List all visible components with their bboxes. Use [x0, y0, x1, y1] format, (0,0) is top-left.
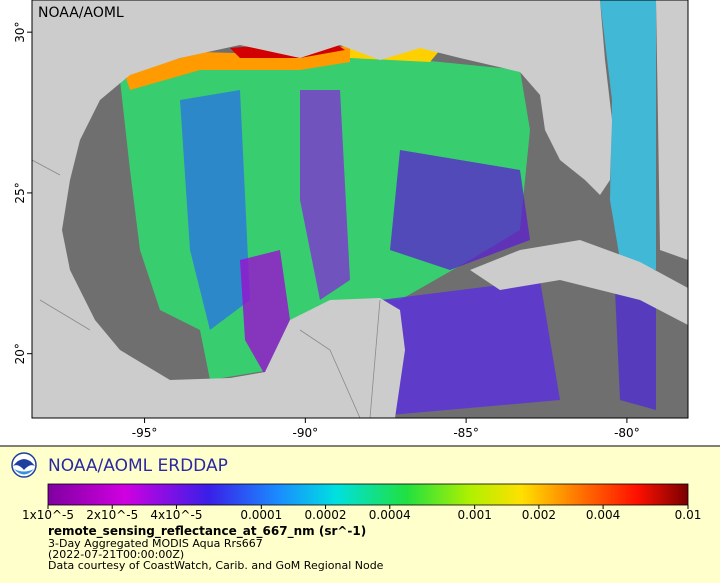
colorbar-tick-label: 0.0001	[240, 508, 282, 522]
colorbar-tick-label: 0.0002	[305, 508, 347, 522]
x-tick-label: -80°	[614, 426, 640, 440]
colorbar-ticks: 1x10^-5 2x10^-5 4x10^-5 0.0001 0.0002 0.0004 0…	[22, 505, 701, 522]
x-tick-label: -85°	[453, 426, 479, 440]
coast-line	[32, 159, 381, 418]
data-field	[300, 90, 350, 300]
info-line: Data courtesy of CoastWatch, Carib. and …	[48, 559, 384, 572]
x-tick-label: -95°	[132, 426, 158, 440]
colorbar-tick-label: 0.004	[586, 508, 620, 522]
data-field	[380, 280, 560, 415]
land	[470, 240, 688, 325]
axes: -95° -90° -85° -80° 20° 25° 30°	[13, 22, 640, 440]
map	[32, 0, 688, 418]
data-field	[615, 290, 656, 410]
data-field	[240, 250, 290, 375]
colorbar-tick-label: 0.002	[522, 508, 556, 522]
legend-panel	[0, 446, 720, 583]
map-frame	[31, 0, 689, 419]
colorbar-tick-label: 2x10^-5	[86, 508, 138, 522]
data-field	[600, 0, 656, 270]
data-field	[180, 90, 250, 330]
legend-title: NOAA/AOML ERDDAP	[48, 456, 228, 476]
variable-name: remote_sensing_reflectance_at_667_nm (sr…	[48, 524, 366, 539]
land	[656, 0, 688, 260]
y-tick-label: 20°	[13, 343, 27, 364]
land	[32, 0, 612, 418]
info-line: 3-Day Aggregated MODIS Aqua Rrs667	[48, 537, 263, 550]
colorbar-tick-label: 0.001	[457, 508, 491, 522]
y-tick-label: 25°	[13, 182, 27, 203]
x-tick-label: -90°	[293, 426, 319, 440]
colorbar-tick-label: 0.01	[675, 508, 702, 522]
noaa-logo	[11, 452, 37, 478]
y-tick-label: 30°	[13, 22, 27, 43]
colorbar-tick-label: 0.0004	[369, 508, 411, 522]
map-label: NOAA/AOML	[38, 5, 124, 21]
info-line: (2022-07-21T00:00:00Z)	[48, 548, 184, 561]
colorbar	[47, 483, 689, 506]
colorbar-tick-label: 4x10^-5	[150, 508, 202, 522]
colorbar-tick-label: 1x10^-5	[22, 508, 74, 522]
data-field	[390, 150, 530, 270]
